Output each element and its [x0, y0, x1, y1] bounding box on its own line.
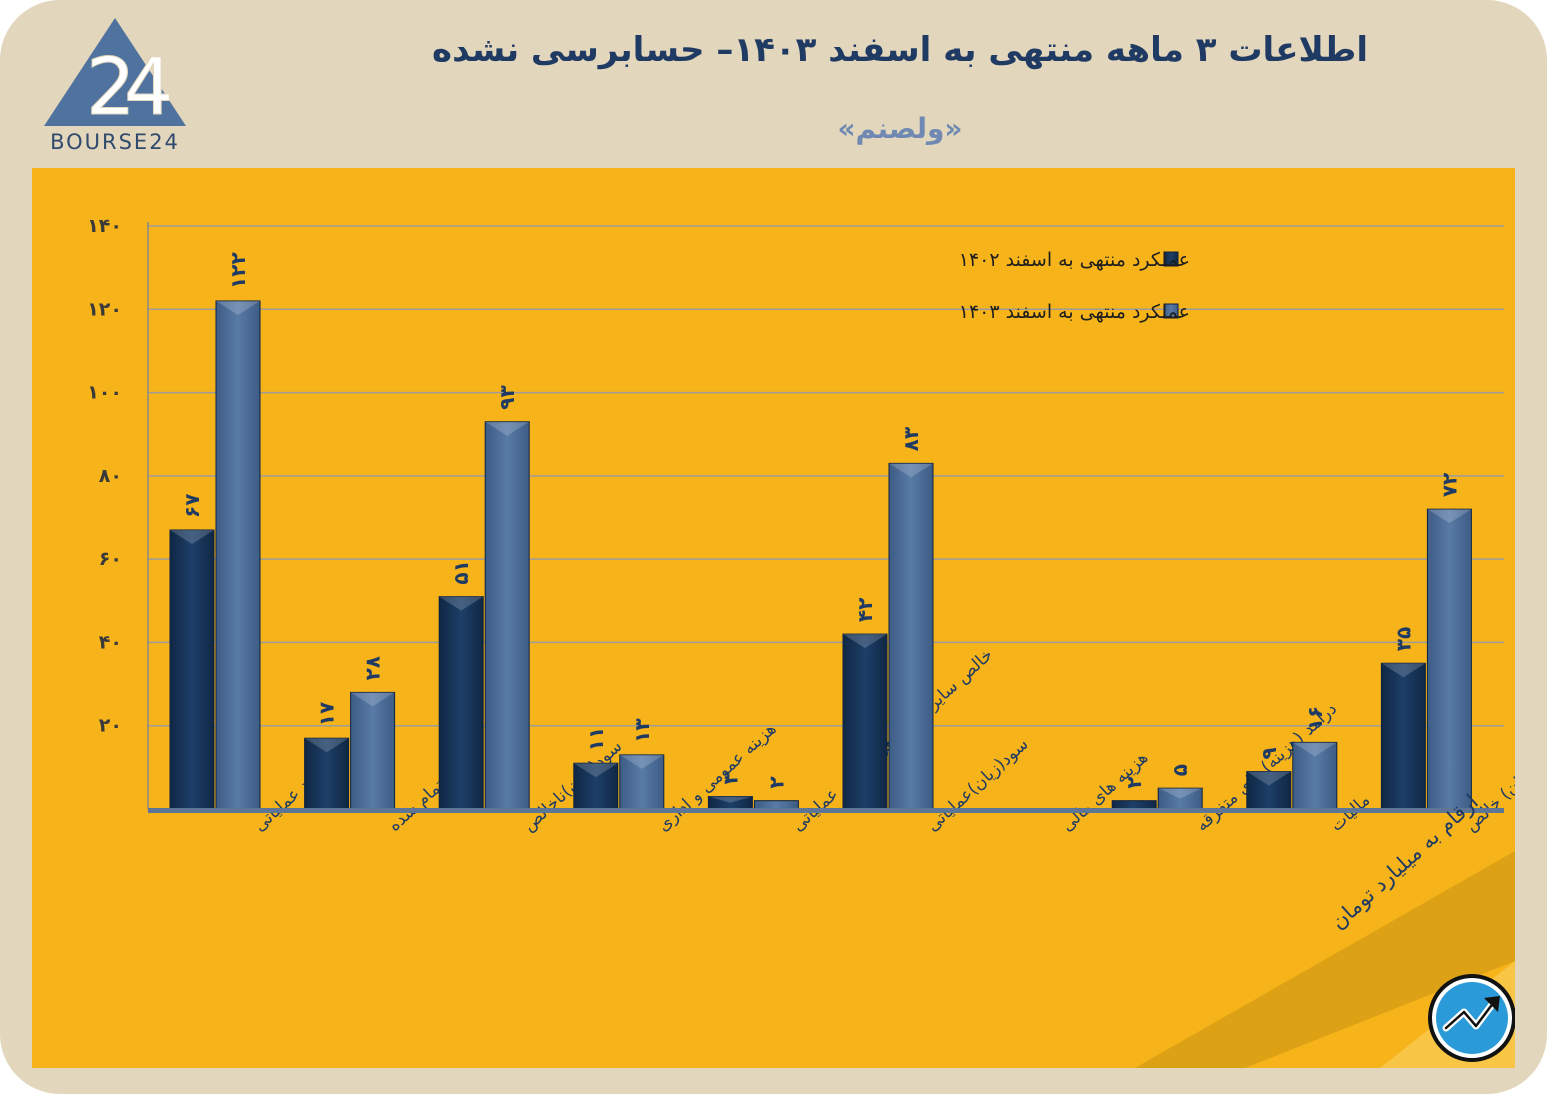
bar-bevel — [843, 634, 887, 649]
corner-band-outer — [1135, 851, 1515, 1068]
data-label: ۷۲ — [1437, 473, 1461, 497]
bar — [304, 737, 350, 810]
logo-text: BOURSE24 — [50, 130, 180, 154]
data-label: ۱۲۲ — [226, 252, 250, 289]
data-label: ۱۱ — [584, 727, 608, 751]
legend-swatch — [1163, 251, 1179, 267]
bar-bevel — [1381, 663, 1426, 678]
y-tick-label: ۱۴۰ — [87, 215, 122, 237]
data-label: ۹ — [1257, 747, 1281, 759]
bar-bevel — [350, 692, 395, 707]
data-label: ۳ — [718, 772, 742, 784]
bar — [1426, 508, 1472, 810]
legend-label: عملکرد منتهی به اسفند ۱۴۰۳ — [959, 301, 1190, 323]
bar-bevel — [485, 421, 530, 436]
data-label: ۱۷ — [315, 702, 339, 726]
data-label: ۲۸ — [361, 656, 385, 680]
bar — [1111, 800, 1157, 810]
y-tick-label: ۴۰ — [99, 631, 122, 653]
trend-arrow-line — [1444, 1000, 1496, 1030]
data-label: ۴۲ — [853, 598, 877, 622]
chart-title: اطلاعات ۳ ماهه منتهی به اسفند ۱۴۰۳– حساب… — [432, 30, 1368, 70]
bar — [484, 421, 530, 810]
data-label: ۵۱ — [449, 560, 473, 584]
data-label: ۱۳ — [630, 718, 654, 742]
bar-bevel — [1292, 742, 1337, 757]
svg-text:4: 4 — [124, 43, 174, 133]
y-tick-label: ۱۲۰ — [87, 298, 122, 320]
bar-bevel — [1427, 509, 1472, 524]
bar-bevel — [216, 300, 260, 315]
y-tick-label: ۸۰ — [99, 465, 122, 487]
data-label: ۱۶ — [1303, 706, 1327, 730]
legend-swatch — [1163, 303, 1179, 319]
data-label: ۶۷ — [180, 494, 204, 518]
legend-label: عملکرد منتهی به اسفند ۱۴۰۲ — [959, 249, 1190, 271]
bar-bevel — [304, 738, 349, 753]
bar — [1292, 741, 1338, 810]
bar-bevel — [1246, 771, 1291, 786]
data-label: ۵ — [1168, 764, 1192, 776]
bar — [1380, 662, 1426, 810]
data-label: ۲ — [1122, 776, 1146, 788]
data-label: ۹۳ — [495, 385, 519, 409]
data-label: ۸۳ — [899, 427, 923, 451]
bar-bevel — [708, 796, 753, 803]
x-axis — [148, 808, 1504, 813]
bar-bevel — [889, 463, 933, 478]
y-tick-label: ۲۰ — [99, 715, 122, 737]
bar — [753, 800, 799, 810]
chart-subtitle: «ولصنم» — [837, 112, 963, 145]
chart-panel: ۲۰ ۴۰ ۶۰ ۸۰ ۱۰۰ ۱۲۰ ۱۴۰ ۶۷ ۱۲۲ درآمد عملیاتی ۱۷ ۲۸ ب… — [32, 168, 1515, 1068]
bar-bevel — [170, 529, 214, 544]
bar — [619, 754, 665, 810]
bar-bevel — [619, 754, 664, 769]
bar — [438, 596, 484, 810]
bar — [842, 633, 888, 810]
bourse24-logo-icon: 2 4 — [44, 18, 186, 134]
panel-background — [32, 168, 1515, 1068]
data-label: ۲ — [764, 776, 788, 788]
bar — [1246, 771, 1292, 810]
data-label: ۳۵ — [1391, 627, 1415, 651]
bar — [215, 300, 261, 810]
bar — [169, 529, 215, 810]
bar — [350, 691, 396, 810]
bar-bevel — [573, 763, 618, 778]
bar-bevel — [1158, 788, 1203, 799]
bar — [888, 462, 934, 810]
bar-bevel — [439, 596, 484, 611]
svg-text:2: 2 — [86, 43, 136, 133]
bar — [573, 762, 619, 810]
y-tick-label: ۱۰۰ — [87, 382, 122, 404]
y-tick-label: ۶۰ — [99, 548, 122, 570]
trend-arrow-head — [1484, 996, 1500, 1012]
